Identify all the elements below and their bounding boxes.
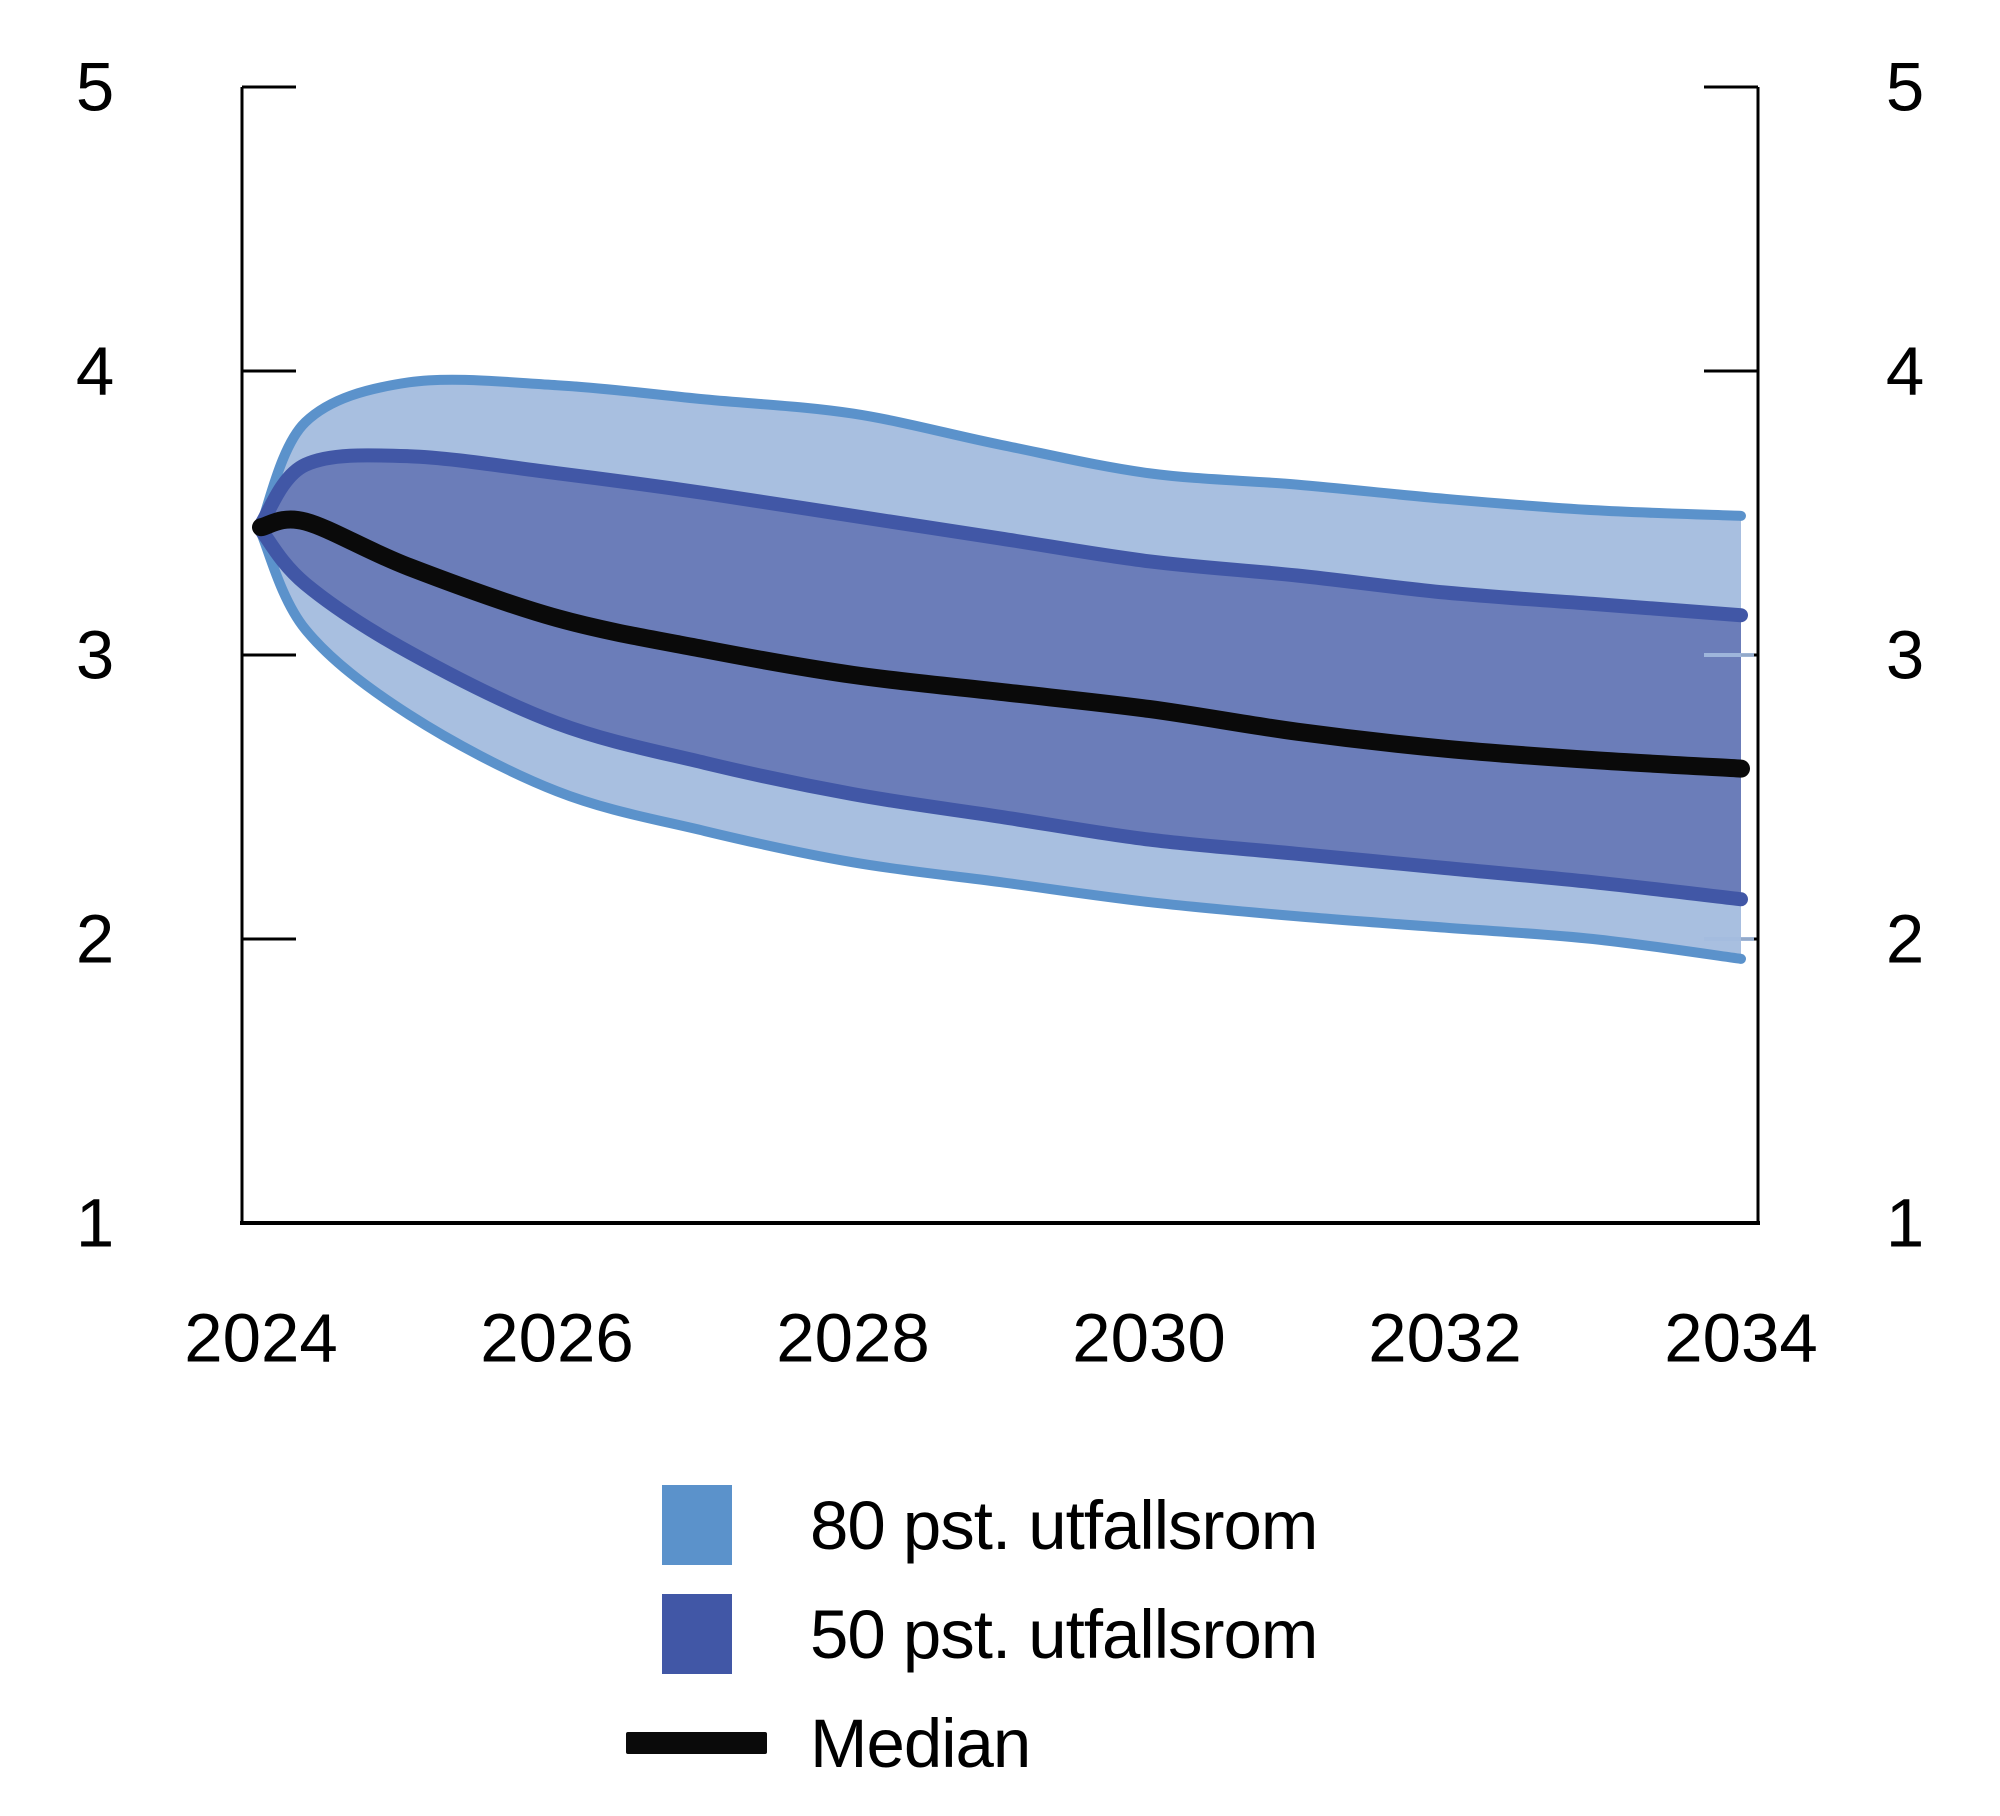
y-label-right-4: 4 <box>1886 333 1924 410</box>
legend-label-median: Median <box>810 1704 1031 1782</box>
y-label-left-5: 5 <box>76 49 114 126</box>
legend-label-80pst: 80 pst. utfallsrom <box>810 1486 1318 1564</box>
y-label-right-5: 5 <box>1886 49 1924 126</box>
x-label-2032: 2032 <box>1368 1300 1522 1377</box>
y-label-right-2: 2 <box>1886 901 1924 978</box>
band-lower-edge-50 <box>254 523 1748 907</box>
y-label-left-2: 2 <box>76 901 114 978</box>
x-label-2024: 2024 <box>184 1300 338 1377</box>
x-label-2028: 2028 <box>776 1300 930 1377</box>
x-label-2034: 2034 <box>1664 1300 1818 1377</box>
band-upper-edge-80 <box>256 374 1746 530</box>
legend-label-50pst: 50 pst. utfallsrom <box>810 1595 1318 1673</box>
y-label-left-4: 4 <box>76 333 114 410</box>
y-label-left-3: 3 <box>76 617 114 694</box>
legend-swatch-50pst <box>662 1594 732 1674</box>
band-upper-edge-50 <box>254 448 1748 623</box>
median-line <box>252 510 1750 778</box>
y-label-left-1: 1 <box>76 1185 114 1262</box>
band-lower-edge-80 <box>256 527 1746 964</box>
band-fill-50 <box>261 455 1741 900</box>
legend-line-median <box>626 1732 767 1754</box>
y-label-right-1: 1 <box>1886 1185 1924 1262</box>
legend-swatch-80pst <box>662 1485 732 1565</box>
x-label-2026: 2026 <box>480 1300 634 1377</box>
y-label-right-3: 3 <box>1886 617 1924 694</box>
x-label-2030: 2030 <box>1072 1300 1226 1377</box>
